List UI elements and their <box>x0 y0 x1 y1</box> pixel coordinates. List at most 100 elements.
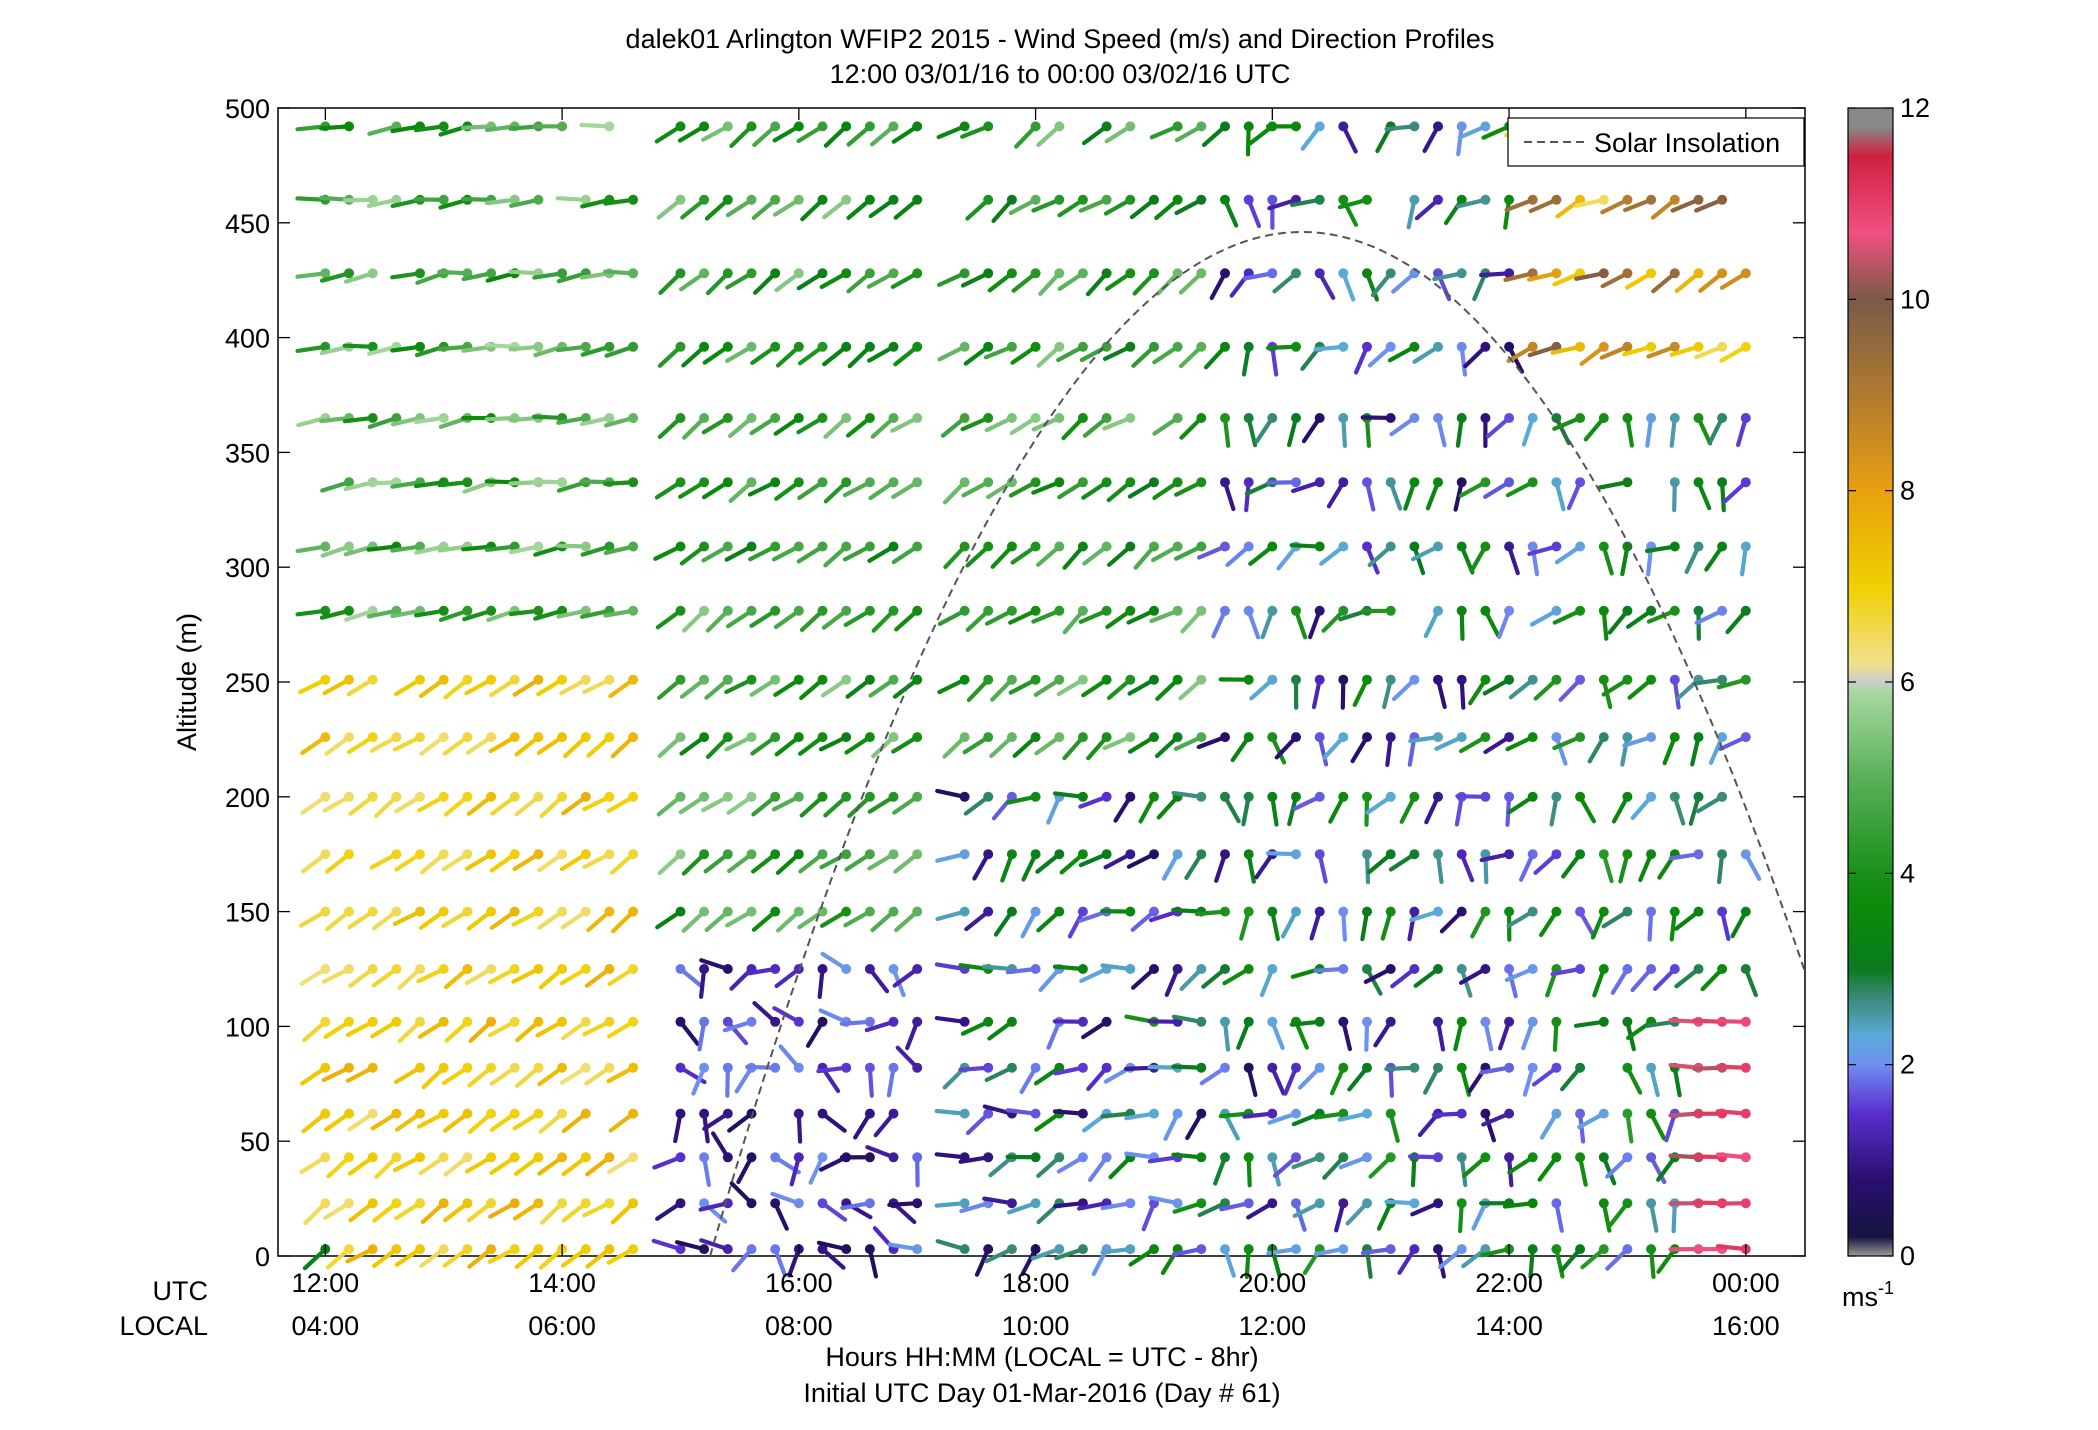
wind-barb-point <box>1362 342 1372 352</box>
wind-barb-point <box>983 792 993 802</box>
wind-barb-point <box>770 849 780 859</box>
wind-barb-point <box>912 964 922 974</box>
wind-barb-point <box>1007 849 1017 859</box>
wind-barb-point <box>1031 268 1041 278</box>
wind-barb-point <box>912 792 922 802</box>
wind-barb-point <box>581 1017 591 1027</box>
wind-barb-point <box>415 1063 425 1073</box>
wind-barb-point <box>1622 964 1632 974</box>
wind-barb-point <box>676 268 686 278</box>
wind-barb-point <box>439 907 449 917</box>
wind-barb-point <box>912 342 922 352</box>
wind-barb-point <box>747 1198 757 1208</box>
wind-barb-point <box>486 732 496 742</box>
wind-barb-point <box>1717 413 1727 423</box>
wind-barb-point <box>1267 606 1277 616</box>
wind-barb-point <box>604 1152 614 1162</box>
wind-barb-point <box>747 675 757 685</box>
wind-barb-point <box>794 1109 804 1119</box>
wind-barb-point <box>1196 121 1206 131</box>
wind-barb-point <box>747 413 757 423</box>
wind-barb-point <box>794 542 804 552</box>
wind-barb-point <box>794 792 804 802</box>
wind-barb-point <box>1125 849 1135 859</box>
wind-barb-point <box>1457 907 1467 917</box>
wind-barb-point <box>1007 1198 1017 1208</box>
wind-barb-point <box>699 1063 709 1073</box>
wind-barb-point <box>865 342 875 352</box>
colorbar-unit-label: ms-1 <box>1842 1278 1894 1312</box>
wind-barb-point <box>439 1017 449 1027</box>
wind-barb-point <box>344 1198 354 1208</box>
wind-barb-point <box>770 1017 780 1027</box>
wind-barb-point <box>1267 675 1277 685</box>
wind-barb-point <box>912 732 922 742</box>
wind-barb-point <box>462 964 472 974</box>
wind-barb-point <box>1267 792 1277 802</box>
wind-barb-point <box>889 907 899 917</box>
wind-barb-point <box>1694 268 1704 278</box>
wind-barb-point <box>391 907 401 917</box>
wind-barb-point <box>770 195 780 205</box>
wind-barb-point <box>960 1244 970 1254</box>
wind-barb-point <box>794 1063 804 1073</box>
wind-barb-point <box>723 413 733 423</box>
wind-barb-point <box>557 1017 567 1027</box>
wind-barb-point <box>889 1017 899 1027</box>
wind-barb-point <box>439 964 449 974</box>
wind-barb-point <box>368 1063 378 1073</box>
wind-barb-point <box>1622 1063 1632 1073</box>
wind-barb-point <box>1599 1198 1609 1208</box>
wind-barb-point <box>794 121 804 131</box>
wind-barb-point <box>1551 1109 1561 1119</box>
wind-barb-point <box>581 1244 591 1254</box>
wind-barb-point <box>344 1244 354 1254</box>
wind-barb-point <box>1196 732 1206 742</box>
wind-barb-point <box>770 1244 780 1254</box>
wind-barb-point <box>841 792 851 802</box>
wind-barb-point <box>960 732 970 742</box>
wind-barb-point <box>889 732 899 742</box>
wind-barb-point <box>1694 413 1704 423</box>
wind-barb-point <box>1007 1244 1017 1254</box>
wind-barb-point <box>1338 1244 1348 1254</box>
wind-barb-point <box>344 792 354 802</box>
wind-barb-point <box>1315 849 1325 859</box>
wind-barb-point <box>1102 675 1112 685</box>
wind-barb-point <box>770 268 780 278</box>
wind-barb-point <box>1173 413 1183 423</box>
wind-barb-point <box>1528 1017 1538 1027</box>
colorbar-tick-label: 10 <box>1900 284 1930 314</box>
wind-barb-point <box>533 1244 543 1254</box>
wind-barb-point <box>1267 732 1277 742</box>
wind-barb-point <box>1267 542 1277 552</box>
wind-barb-point <box>1102 849 1112 859</box>
wind-barb-point <box>1741 606 1751 616</box>
wind-barb-point <box>1220 907 1230 917</box>
wind-barb-point <box>1646 907 1656 917</box>
wind-barb-point <box>841 342 851 352</box>
wind-barb-point <box>1031 121 1041 131</box>
wind-barb-point <box>1054 413 1064 423</box>
wind-barb-point <box>1149 732 1159 742</box>
wind-barb-point <box>628 792 638 802</box>
wind-barb-point <box>533 907 543 917</box>
wind-barb-point <box>1291 477 1301 487</box>
wind-barb-point <box>1291 268 1301 278</box>
wind-barb-point <box>391 964 401 974</box>
wind-barb-point <box>581 732 591 742</box>
wind-barb-point <box>1031 606 1041 616</box>
wind-barb-point <box>818 542 828 552</box>
wind-barb-point <box>699 413 709 423</box>
wind-barb-point <box>889 542 899 552</box>
wind-barb-point <box>1386 732 1396 742</box>
wind-barb-point <box>1551 907 1561 917</box>
wind-barb-point <box>889 477 899 487</box>
wind-barb-point <box>1504 907 1514 917</box>
wind-barb-point <box>1031 964 1041 974</box>
wind-barb-point <box>344 732 354 742</box>
wind-barb-point <box>1102 732 1112 742</box>
wind-barb-point <box>723 1017 733 1027</box>
wind-barb-point <box>818 1198 828 1208</box>
